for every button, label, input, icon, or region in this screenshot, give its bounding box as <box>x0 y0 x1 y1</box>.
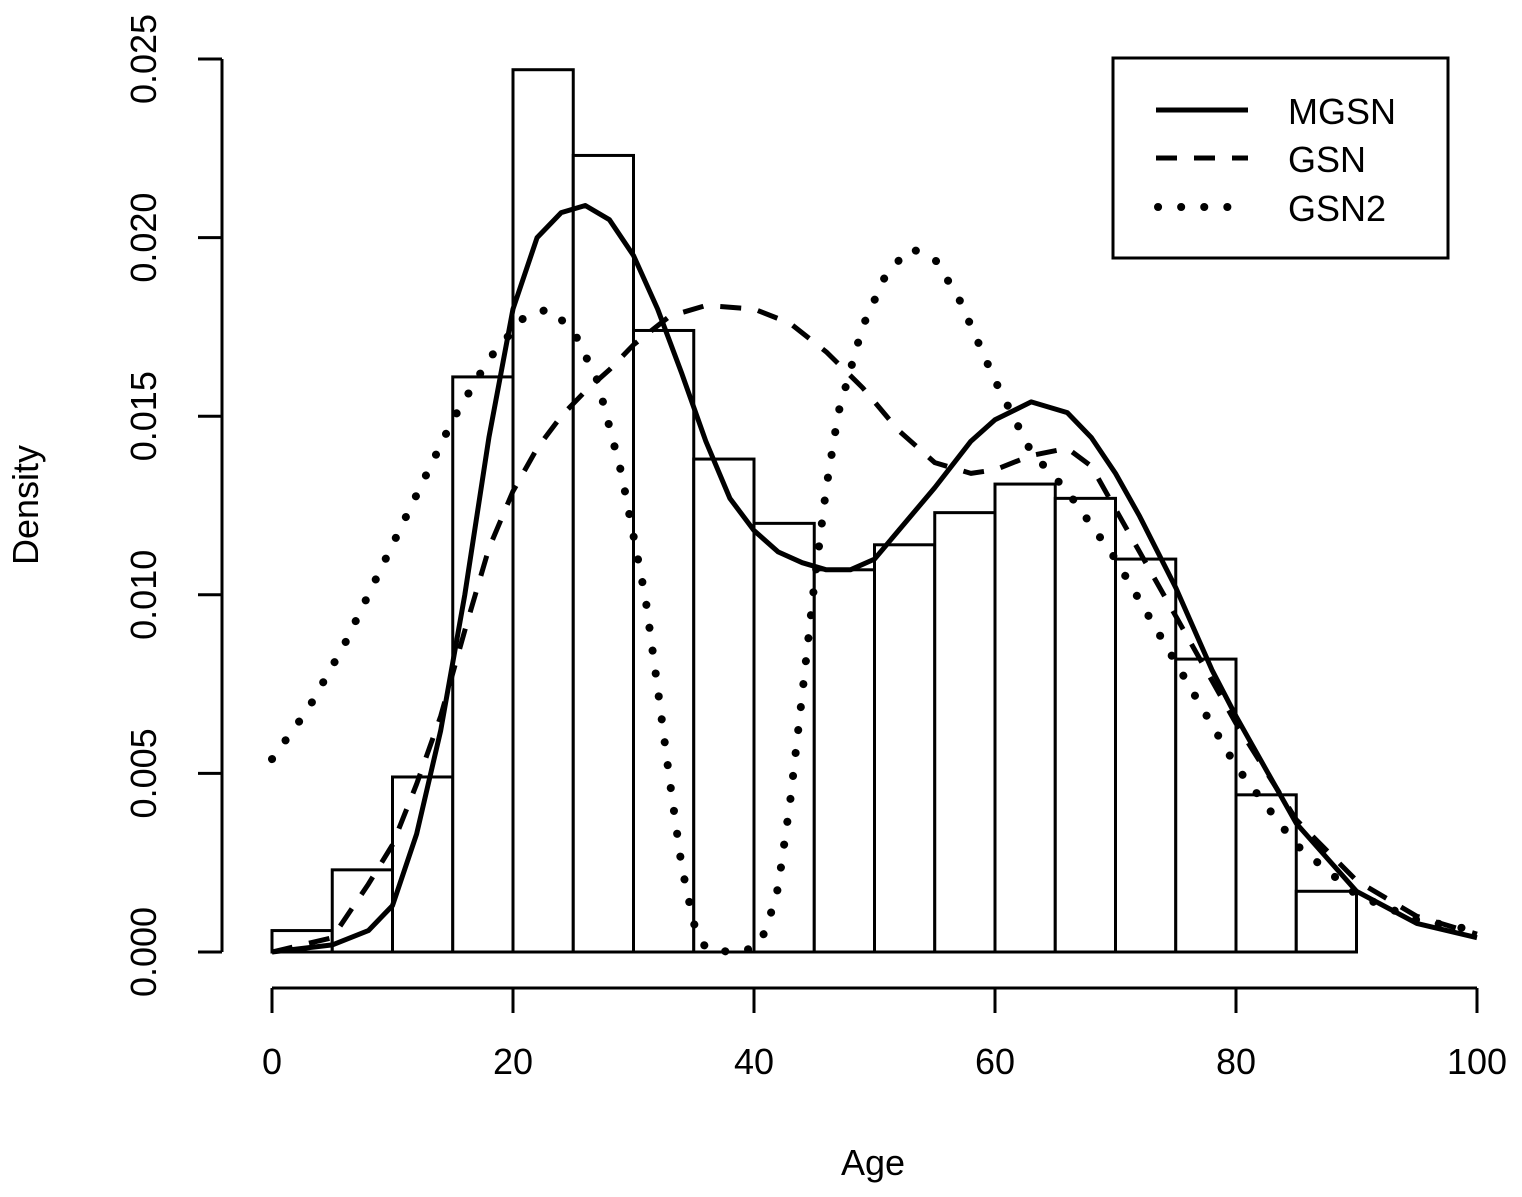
histogram-bar <box>692 457 756 954</box>
histogram-bar <box>993 482 1057 954</box>
x-axis-label: Age <box>841 1142 905 1183</box>
histogram-bar <box>752 521 816 954</box>
y-tick-label: 0.000 <box>123 907 164 997</box>
y-tick-label: 0.015 <box>123 371 164 461</box>
y-tick-label: 0.005 <box>123 728 164 818</box>
series-line-gsn2 <box>268 244 1481 956</box>
y-axis-label: Density <box>5 445 46 565</box>
x-tick-label: 20 <box>493 1041 533 1082</box>
histogram-bar <box>1114 557 1178 954</box>
histogram-bar <box>933 511 997 954</box>
density-curves <box>268 203 1481 956</box>
legend: MGSN GSN GSN2 <box>1111 56 1450 260</box>
x-tick-label: 60 <box>975 1041 1015 1082</box>
histogram-bar <box>873 543 937 954</box>
series-line-mgsn <box>271 203 1478 955</box>
x-tick-label: 40 <box>734 1041 774 1082</box>
legend-label-mgsn: MGSN <box>1288 91 1396 132</box>
histogram-bar <box>1294 889 1358 954</box>
legend-label-gsn2: GSN2 <box>1288 188 1386 229</box>
histogram-bar <box>812 568 876 954</box>
x-axis: 0 20 40 60 80 100 <box>262 986 1507 1082</box>
legend-label-gsn: GSN <box>1288 139 1366 180</box>
x-tick-label: 100 <box>1447 1041 1507 1082</box>
histogram-bars <box>270 68 1358 954</box>
histogram-bar <box>1234 793 1298 954</box>
y-tick-label: 0.010 <box>123 550 164 640</box>
histogram-bar <box>1053 496 1117 954</box>
series-line-gsn <box>271 303 1478 955</box>
y-axis: 0.000 0.005 0.010 0.015 0.020 0.025 <box>123 14 224 997</box>
histogram-bar <box>632 328 696 954</box>
y-tick-label: 0.020 <box>123 193 164 283</box>
x-tick-label: 0 <box>262 1041 282 1082</box>
histogram-bar <box>571 153 635 954</box>
histogram-bar <box>511 68 575 954</box>
y-tick-label: 0.025 <box>123 14 164 104</box>
x-tick-label: 80 <box>1216 1041 1256 1082</box>
